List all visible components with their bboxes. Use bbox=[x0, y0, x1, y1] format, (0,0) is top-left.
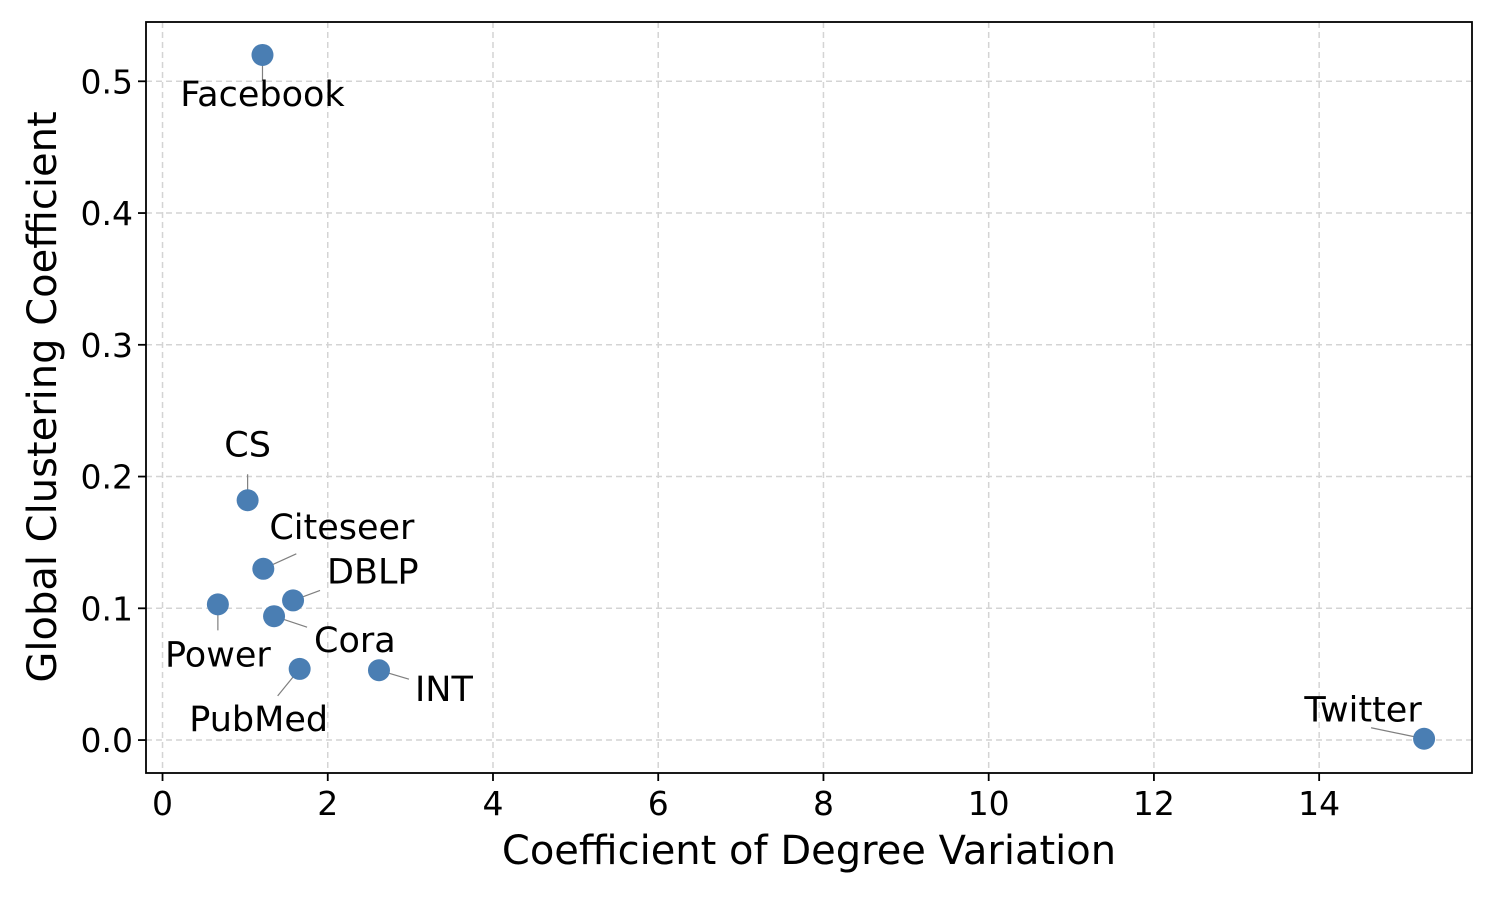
grid bbox=[146, 22, 1472, 773]
label-leaders bbox=[217, 54, 1425, 740]
point-label-facebook: Facebook bbox=[180, 75, 345, 115]
data-point-citeseer bbox=[252, 557, 275, 580]
point-label-pubmed: PubMed bbox=[189, 700, 328, 740]
plot-frame bbox=[145, 21, 1473, 774]
data-point-cs bbox=[236, 489, 259, 512]
data-point-dblp bbox=[282, 589, 305, 612]
point-label-power: Power bbox=[165, 635, 271, 675]
y-tick-label: 0.1 bbox=[81, 589, 133, 628]
x-tick-label: 0 bbox=[152, 784, 173, 823]
data-point-int bbox=[367, 659, 390, 682]
y-tick-label: 0.0 bbox=[81, 721, 133, 760]
x-tick-label: 4 bbox=[482, 784, 503, 823]
data-point-facebook bbox=[251, 43, 274, 66]
x-tick-label: 10 bbox=[968, 784, 1010, 823]
x-axis-label: Coefficient of Degree Variation bbox=[502, 828, 1116, 874]
y-tick-label: 0.2 bbox=[81, 458, 133, 497]
point-label-twitter: Twitter bbox=[1303, 691, 1422, 731]
y-tick-label: 0.5 bbox=[81, 62, 133, 101]
x-tick-label: 2 bbox=[317, 784, 338, 823]
data-point-cora bbox=[263, 605, 286, 628]
y-tick-label: 0.3 bbox=[81, 326, 133, 365]
x-tick-label: 8 bbox=[813, 784, 834, 823]
data-point-power bbox=[206, 593, 229, 616]
point-label-citeseer: Citeseer bbox=[269, 508, 415, 548]
point-label-dblp: DBLP bbox=[327, 552, 419, 592]
point-label-cora: Cora bbox=[314, 621, 396, 661]
data-point-pubmed bbox=[288, 657, 311, 680]
data-points bbox=[206, 43, 1436, 750]
axis-ticks: 0 2 4 6 8 10 12 14 0.0 0.1 0.2 0.3 0.4 0.5 bbox=[81, 62, 1341, 823]
point-label-int: INT bbox=[415, 670, 474, 710]
y-tick-label: 0.4 bbox=[81, 194, 133, 233]
point-label-cs: CS bbox=[224, 425, 271, 465]
x-tick-label: 12 bbox=[1133, 784, 1175, 823]
x-tick-label: 14 bbox=[1298, 784, 1340, 823]
x-tick-label: 6 bbox=[648, 784, 669, 823]
data-point-twitter bbox=[1413, 727, 1436, 750]
y-axis-label: Global Clustering Coefficient bbox=[20, 111, 66, 682]
